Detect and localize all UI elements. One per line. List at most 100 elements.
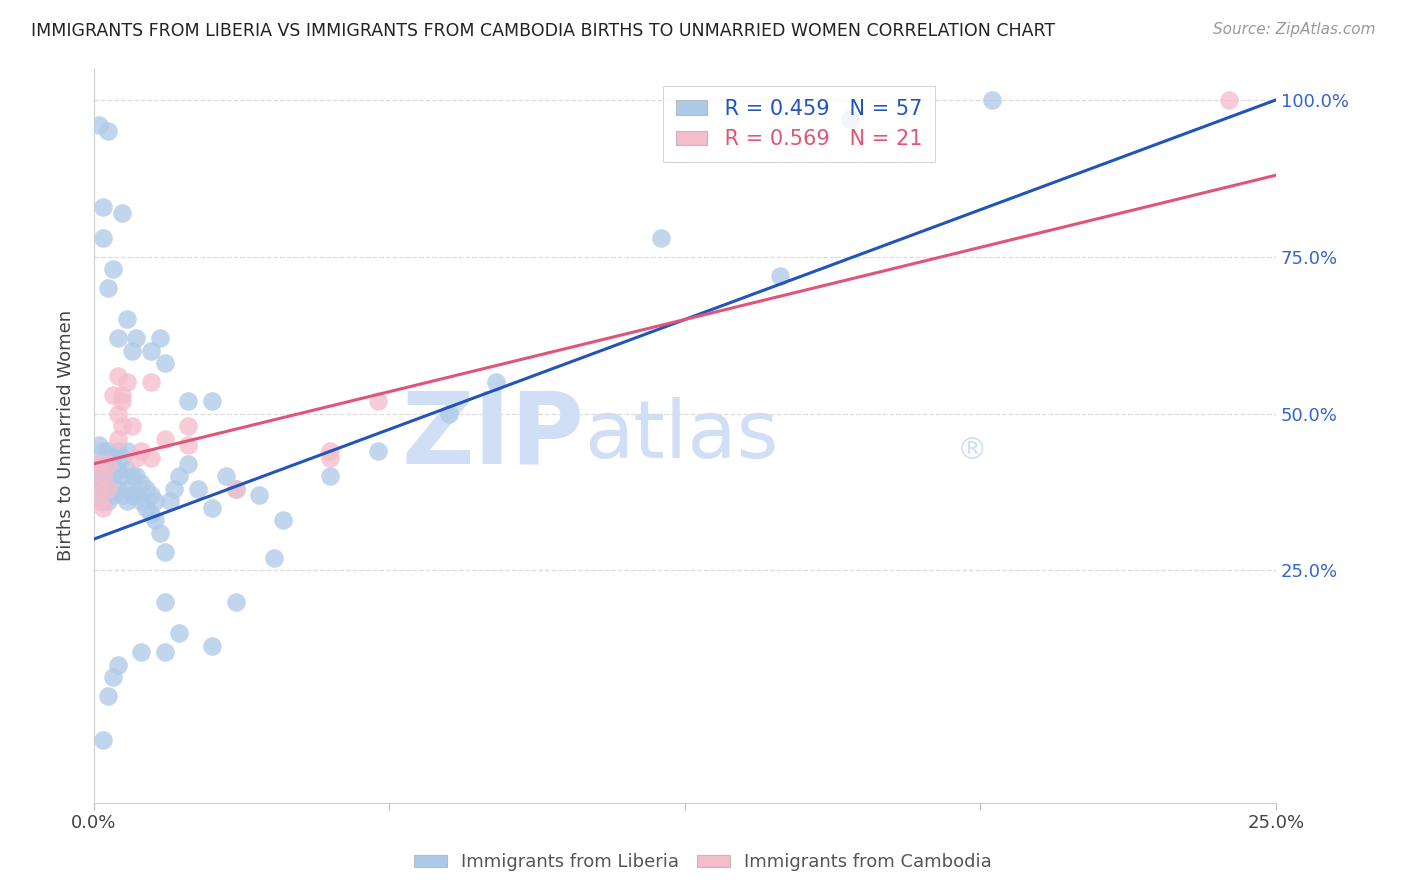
Point [97, 281, 120, 295]
Point [177, 394, 200, 409]
Point [97, 457, 120, 471]
Point [319, 444, 342, 458]
Point [201, 500, 224, 515]
Y-axis label: Births to Unmarried Women: Births to Unmarried Women [58, 310, 75, 561]
Point [153, 595, 176, 609]
Point [101, 450, 124, 465]
Point [97, 482, 120, 496]
Point [201, 639, 224, 653]
Point [97, 494, 120, 508]
Point [121, 469, 143, 483]
Point [101, 488, 124, 502]
Point [139, 507, 162, 521]
Point [107, 331, 129, 345]
Point [249, 488, 271, 502]
Point [93, 482, 115, 496]
Text: IMMIGRANTS FROM LIBERIA VS IMMIGRANTS FROM CAMBODIA BIRTHS TO UNMARRIED WOMEN CO: IMMIGRANTS FROM LIBERIA VS IMMIGRANTS FR… [31, 22, 1054, 40]
Legend:  R = 0.459   N = 57,  R = 0.569   N = 21: R = 0.459 N = 57, R = 0.569 N = 21 [664, 87, 935, 161]
Point [129, 444, 152, 458]
Point [93, 231, 115, 245]
Point [115, 312, 138, 326]
Point [97, 444, 120, 458]
Point [125, 488, 148, 502]
Point [107, 463, 129, 477]
Point [125, 331, 148, 345]
Point [111, 394, 134, 409]
Point [139, 488, 162, 502]
Point [115, 463, 138, 477]
Point [111, 488, 134, 502]
Point [111, 388, 134, 402]
Point [187, 482, 209, 496]
Point [101, 670, 124, 684]
Point [87, 438, 110, 452]
Point [87, 118, 110, 132]
Point [97, 469, 120, 483]
Point [107, 482, 129, 496]
Point [87, 482, 110, 496]
Point [768, 268, 790, 283]
Point [121, 488, 143, 502]
Point [97, 124, 120, 138]
Point [87, 457, 110, 471]
Point [111, 419, 134, 434]
Point [93, 500, 115, 515]
Point [121, 343, 143, 358]
Point [145, 513, 167, 527]
Legend: Immigrants from Liberia, Immigrants from Cambodia: Immigrants from Liberia, Immigrants from… [406, 847, 1000, 879]
Point [149, 331, 172, 345]
Point [93, 200, 115, 214]
Point [149, 525, 172, 540]
Point [97, 482, 120, 496]
Point [135, 482, 157, 496]
Point [145, 494, 167, 508]
Point [177, 457, 200, 471]
Text: ®: ® [957, 435, 987, 465]
Point [139, 376, 162, 390]
Point [125, 469, 148, 483]
Point [225, 482, 247, 496]
Point [167, 626, 190, 640]
Point [271, 513, 294, 527]
Point [97, 689, 120, 703]
Point [159, 494, 181, 508]
Point [101, 388, 124, 402]
Point [201, 394, 224, 409]
Point [981, 93, 1004, 107]
Point [263, 550, 285, 565]
Point [115, 444, 138, 458]
Point [129, 645, 152, 659]
Point [93, 444, 115, 458]
Point [153, 544, 176, 558]
Point [125, 450, 148, 465]
Point [97, 457, 120, 471]
Point [367, 394, 389, 409]
Point [177, 438, 200, 452]
Text: atlas: atlas [585, 397, 779, 475]
Point [135, 500, 157, 515]
Point [107, 432, 129, 446]
Point [101, 262, 124, 277]
Point [319, 450, 342, 465]
Point [115, 494, 138, 508]
Point [115, 376, 138, 390]
Point [111, 450, 134, 465]
Point [107, 444, 129, 458]
Point [225, 595, 247, 609]
Point [153, 356, 176, 370]
Point [225, 482, 247, 496]
Point [215, 469, 238, 483]
Point [485, 376, 508, 390]
Point [367, 444, 389, 458]
Point [319, 469, 342, 483]
Point [650, 231, 672, 245]
Point [87, 482, 110, 496]
Point [153, 432, 176, 446]
Point [87, 469, 110, 483]
Point [1218, 93, 1240, 107]
Point [93, 457, 115, 471]
Point [153, 645, 176, 659]
Point [839, 112, 862, 126]
Point [121, 419, 143, 434]
Point [87, 494, 110, 508]
